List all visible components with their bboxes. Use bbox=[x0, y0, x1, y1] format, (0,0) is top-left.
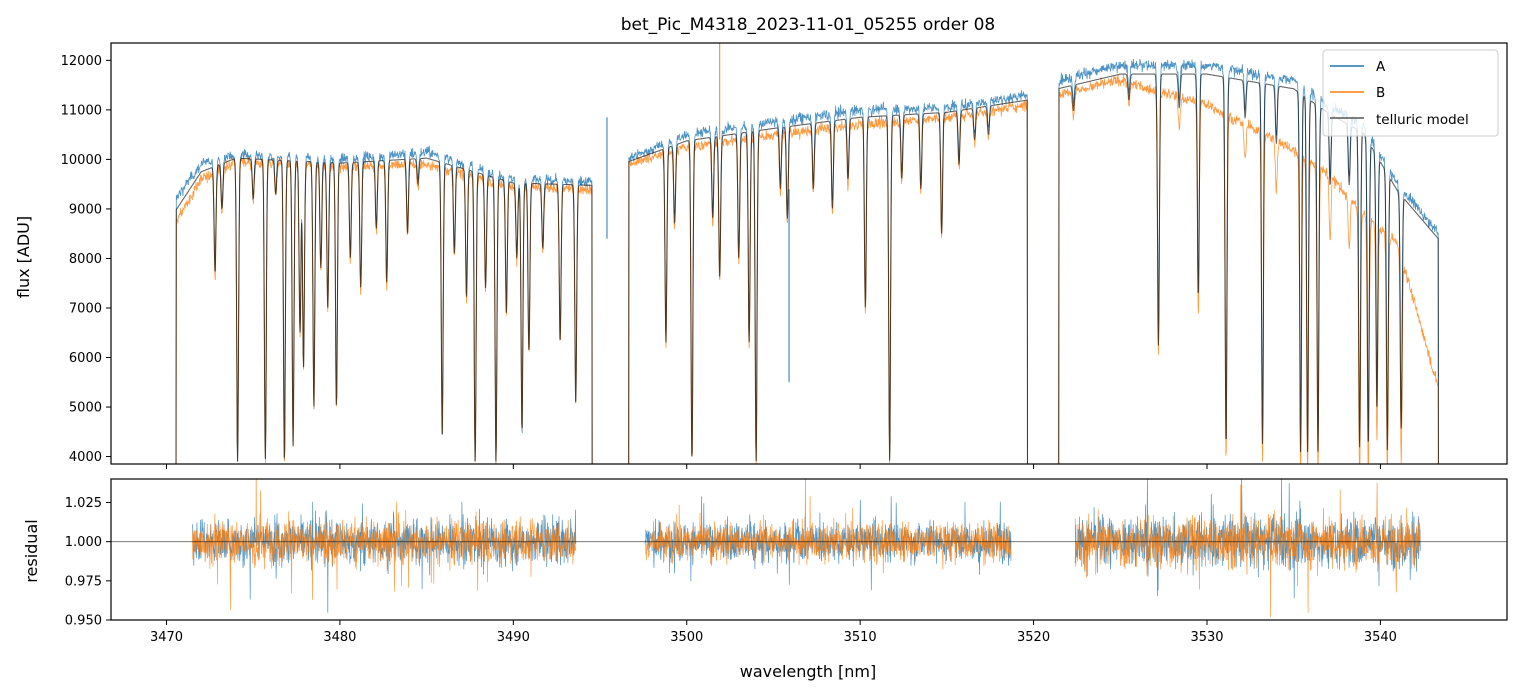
flux-y-tick-label: 5000 bbox=[69, 401, 102, 416]
x-tick-label: 3520 bbox=[1017, 630, 1050, 645]
flux-y-tick-label: 4000 bbox=[69, 450, 102, 465]
flux-y-axis-label: flux [ADU] bbox=[14, 216, 33, 298]
residual-panel: 0.950 0.975 1.000 1.025 3470 3480 3490 3500 351… bbox=[22, 478, 1508, 645]
residual-y-axis-label: residual bbox=[22, 519, 41, 582]
legend-label-b: B bbox=[1376, 85, 1385, 101]
residual-a-segment-0 bbox=[192, 501, 577, 613]
flux-y-axis: 4000 5000 6000 7000 8000 9000 10000 11000 12000 bbox=[61, 54, 111, 465]
residual-series-b bbox=[192, 479, 1421, 618]
x-axis-label: wavelength [nm] bbox=[740, 662, 877, 681]
flux-y-tick-label: 9000 bbox=[69, 202, 102, 217]
residual-b-segment-2 bbox=[1074, 482, 1421, 618]
residual-b-segment-1 bbox=[644, 479, 1012, 574]
x-tick-label: 3500 bbox=[670, 630, 703, 645]
x-tick-label: 3540 bbox=[1364, 630, 1397, 645]
model-segment-2 bbox=[1058, 73, 1439, 464]
flux-x-ticks bbox=[165, 464, 1381, 469]
flux-y-tick-label: 8000 bbox=[69, 252, 102, 267]
flux-y-tick-label: 6000 bbox=[69, 351, 102, 366]
residual-x-axis: 3470 3480 3490 3500 3510 3520 3530 3540 bbox=[150, 620, 1397, 645]
chart-title: bet_Pic_M4318_2023-11-01_05255 order 08 bbox=[621, 15, 995, 35]
x-tick-label: 3510 bbox=[844, 630, 877, 645]
flux-y-tick-label: 11000 bbox=[61, 103, 102, 118]
x-tick-label: 3470 bbox=[150, 630, 183, 645]
model-segment-0 bbox=[175, 157, 593, 464]
residual-b-segment-0 bbox=[192, 479, 577, 611]
residual-y-tick-label: 0.975 bbox=[65, 574, 102, 589]
flux-y-tick-label: 7000 bbox=[69, 301, 102, 316]
residual-y-tick-label: 0.950 bbox=[65, 614, 102, 629]
model-segment-1 bbox=[628, 99, 1029, 464]
flux-panel: 400050006000700080009000100001100012000 … bbox=[14, 42, 1508, 469]
residual-y-tick-label: 1.025 bbox=[65, 496, 102, 511]
residual-y-axis: 0.950 0.975 1.000 1.025 bbox=[65, 496, 111, 629]
legend-label-a: A bbox=[1376, 59, 1386, 75]
x-tick-label: 3490 bbox=[497, 630, 530, 645]
x-tick-label: 3530 bbox=[1190, 630, 1223, 645]
flux-telluric-model bbox=[175, 73, 1439, 464]
residual-y-tick-label: 1.000 bbox=[65, 535, 102, 550]
legend-box bbox=[1322, 49, 1499, 137]
residual-axes-frame bbox=[110, 478, 1508, 621]
flux-y-tick-label: 12000 bbox=[61, 54, 102, 69]
legend: A B telluric model bbox=[1322, 49, 1499, 137]
flux-spikes bbox=[606, 43, 790, 383]
flux-axes-frame bbox=[110, 42, 1508, 465]
legend-label-model: telluric model bbox=[1376, 112, 1469, 128]
flux-y-tick-label: 10000 bbox=[61, 153, 102, 168]
x-tick-label: 3480 bbox=[323, 630, 356, 645]
